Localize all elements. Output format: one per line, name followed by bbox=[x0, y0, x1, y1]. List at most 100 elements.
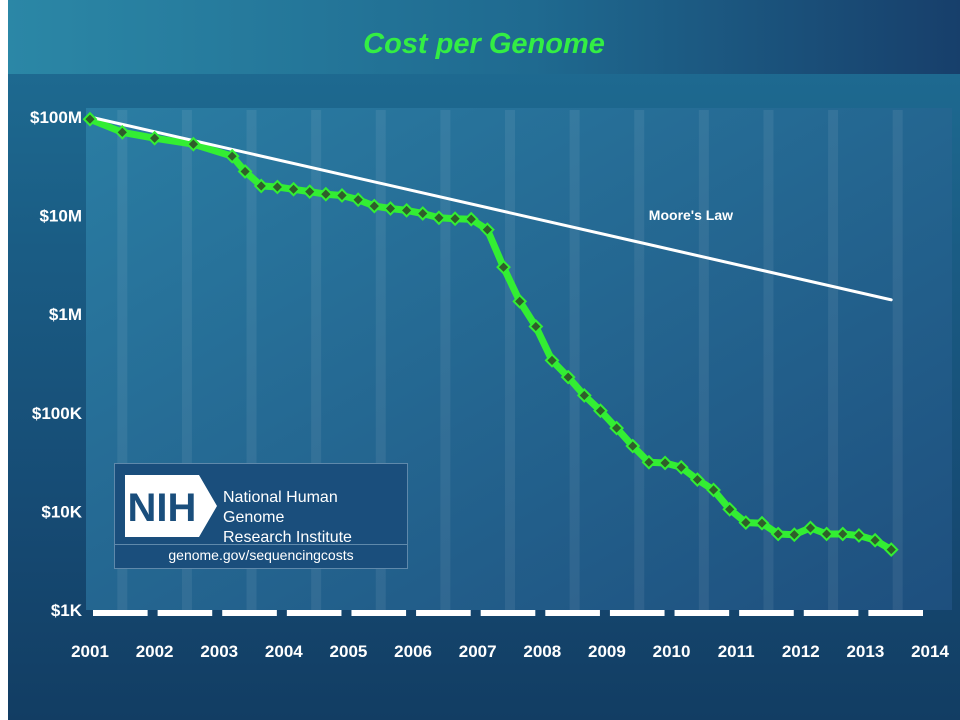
year-band-2011 bbox=[763, 110, 774, 610]
data-point bbox=[657, 455, 673, 471]
y-tick-label: $100K bbox=[32, 404, 83, 423]
axis-segment-2003 bbox=[222, 610, 277, 616]
data-point bbox=[286, 181, 301, 197]
data-point bbox=[835, 526, 851, 542]
x-tick-label: 2002 bbox=[136, 642, 174, 661]
x-tick-label: 2007 bbox=[459, 642, 497, 661]
nih-logo-icon: NIH bbox=[125, 475, 217, 537]
data-point bbox=[334, 188, 350, 203]
y-tick-label: $100M bbox=[30, 108, 82, 127]
y-tick-label: $1M bbox=[49, 305, 82, 324]
x-tick-label: 2011 bbox=[718, 642, 755, 661]
axis-segment-2002 bbox=[157, 610, 213, 616]
year-band-2002 bbox=[181, 110, 192, 610]
data-point bbox=[803, 520, 818, 536]
data-point bbox=[576, 388, 592, 403]
data-point bbox=[237, 164, 253, 179]
year-bands bbox=[117, 110, 903, 610]
axis-segment-2011 bbox=[739, 610, 794, 616]
data-point bbox=[689, 472, 705, 488]
x-tick-label: 2003 bbox=[200, 642, 238, 661]
axis-segment-2005 bbox=[351, 610, 407, 616]
nih-logo-mark: NIH bbox=[128, 486, 197, 530]
y-tick-label: $10M bbox=[39, 207, 82, 226]
axis-segment-2001 bbox=[93, 610, 148, 616]
year-band-2006 bbox=[440, 110, 451, 610]
x-tick-label: 2010 bbox=[653, 642, 691, 661]
data-point bbox=[673, 459, 689, 475]
y-tick-label: $10K bbox=[41, 502, 82, 521]
year-band-2010 bbox=[698, 110, 709, 610]
axis-segment-2007 bbox=[480, 610, 536, 616]
data-point bbox=[641, 454, 657, 470]
data-point bbox=[82, 111, 98, 127]
chart: $100M$10M$1M$100K$10K$1K 2001 2002 2003 200… bbox=[30, 108, 952, 661]
year-band-2009 bbox=[634, 110, 645, 610]
x-tick-label: 2006 bbox=[394, 642, 432, 661]
data-point bbox=[253, 178, 269, 194]
data-point bbox=[479, 222, 495, 238]
nih-logo-box: NIH National Human Genome Research Insti… bbox=[114, 463, 408, 569]
data-point bbox=[318, 186, 334, 202]
data-point bbox=[224, 148, 240, 164]
chart-title: Cost per Genome bbox=[363, 28, 605, 60]
moores-law-label: Moore's Law bbox=[649, 207, 733, 223]
data-point bbox=[754, 515, 770, 531]
series-markers bbox=[82, 111, 899, 557]
nih-org-line1: National Human Genome bbox=[223, 489, 338, 526]
axis-segment-2009 bbox=[609, 610, 665, 616]
data-point bbox=[625, 438, 641, 454]
data-point bbox=[366, 198, 382, 214]
x-tick-label: 2008 bbox=[523, 642, 561, 661]
cost-per-genome-line bbox=[86, 115, 895, 554]
year-band-2008 bbox=[569, 110, 580, 610]
data-point bbox=[819, 526, 835, 542]
x-axis-strip bbox=[93, 610, 923, 616]
data-point bbox=[269, 179, 285, 195]
moores-law-line bbox=[88, 115, 893, 302]
x-tick-label: 2009 bbox=[588, 642, 626, 661]
data-point bbox=[786, 527, 802, 543]
data-point bbox=[738, 515, 754, 531]
data-point bbox=[415, 206, 431, 221]
data-point bbox=[147, 130, 163, 146]
nih-org-name: National Human Genome Research Institute bbox=[223, 488, 403, 548]
year-band-2013 bbox=[892, 110, 903, 610]
data-point bbox=[883, 542, 899, 557]
year-band-2001 bbox=[117, 110, 128, 610]
data-point bbox=[185, 136, 201, 152]
data-point bbox=[851, 528, 867, 543]
data-point bbox=[114, 124, 130, 140]
axis-segment-2004 bbox=[286, 610, 342, 616]
year-band-2007 bbox=[505, 110, 515, 610]
data-point bbox=[560, 369, 576, 385]
data-point bbox=[447, 211, 463, 227]
data-point bbox=[867, 532, 883, 548]
data-point bbox=[350, 192, 366, 208]
y-tick-label: $1K bbox=[51, 601, 83, 620]
year-band-2003 bbox=[246, 110, 257, 610]
data-point bbox=[609, 420, 625, 436]
data-point bbox=[770, 526, 786, 542]
x-tick-label: 2001 bbox=[71, 642, 109, 661]
x-tick-label: 2004 bbox=[265, 642, 303, 661]
x-tick-label: 2014 bbox=[911, 642, 949, 661]
series-lines bbox=[86, 115, 895, 554]
data-point bbox=[431, 210, 447, 226]
slide: Cost per Genome $100M $10M $1M $100K $10K $1K… bbox=[8, 0, 960, 720]
x-tick-label: 2005 bbox=[330, 642, 368, 661]
data-point bbox=[496, 259, 511, 275]
axis-segment-2008 bbox=[545, 610, 600, 616]
data-point bbox=[302, 184, 318, 200]
data-point bbox=[383, 201, 398, 216]
year-band-2012 bbox=[828, 110, 839, 610]
data-point bbox=[399, 202, 415, 218]
year-band-2005 bbox=[375, 110, 386, 610]
data-point bbox=[512, 293, 528, 309]
data-point bbox=[706, 482, 721, 498]
data-point bbox=[593, 403, 608, 419]
x-axis-labels: 2001 2002 2003 2004 2005 2006 2007 2008 2009 2010… bbox=[71, 642, 949, 661]
data-point bbox=[722, 501, 738, 517]
year-band-2004 bbox=[311, 110, 322, 610]
axis-segment-2010 bbox=[674, 610, 730, 616]
